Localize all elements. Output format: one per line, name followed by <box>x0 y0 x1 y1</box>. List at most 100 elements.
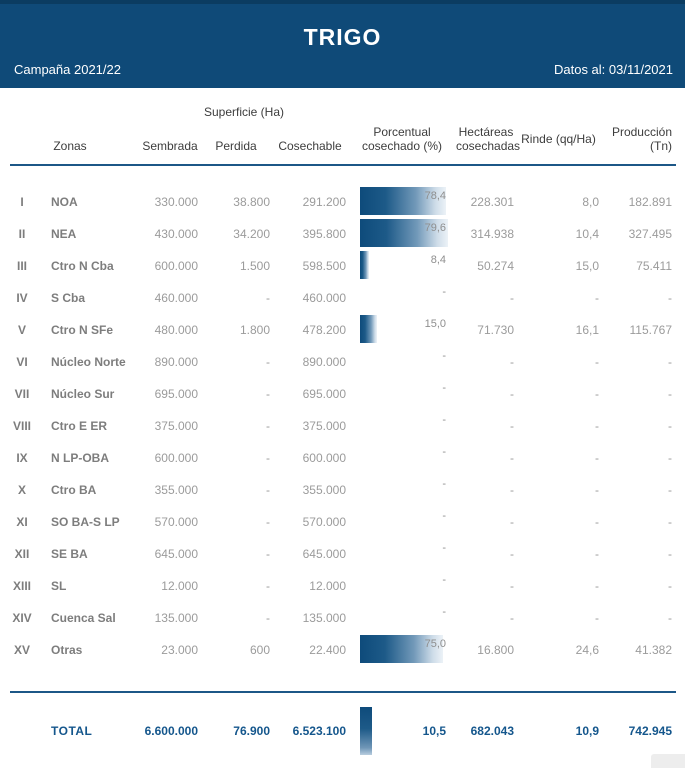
zone-name: Ctro BA <box>51 483 97 497</box>
cell-cosechable: 395.800 <box>302 227 346 241</box>
cell-perdida: - <box>266 355 270 369</box>
table-row: VI Núcleo Norte 890.000 - 890.000 - - - - <box>0 346 685 378</box>
cell-produccion: - <box>668 515 672 529</box>
cell-perdida: - <box>266 291 270 305</box>
cell-hectareas: - <box>510 547 514 561</box>
zone-name: SE BA <box>51 547 88 561</box>
zone-name: N LP-OBA <box>51 451 109 465</box>
cell-hectareas: 16.800 <box>477 643 514 657</box>
cell-sembrada: 330.000 <box>154 195 198 209</box>
zone-numeral: X <box>17 483 26 497</box>
cell-produccion: - <box>668 419 672 433</box>
total-divider-line <box>10 691 676 693</box>
cell-produccion: 75.411 <box>636 259 672 273</box>
data-date-label: Datos al: 03/11/2021 <box>553 62 673 77</box>
zone-numeral: XI <box>16 515 28 529</box>
cell-perdida: 34.200 <box>233 227 270 241</box>
cell-perdida: 38.800 <box>233 195 270 209</box>
cell-perdida: - <box>266 515 270 529</box>
cell-perdida: 1.800 <box>239 323 270 337</box>
cell-rinde: 10,4 <box>575 227 599 241</box>
cell-cosechable: 22.400 <box>309 643 346 657</box>
cell-cosechable: 598.500 <box>302 259 346 273</box>
total-hectareas: 682.043 <box>470 724 514 738</box>
cell-produccion: 327.495 <box>628 227 672 241</box>
zone-numeral: II <box>18 227 26 241</box>
column-header-zonas: Zonas <box>53 139 87 153</box>
cell-hectareas: - <box>510 515 514 529</box>
cell-sembrada: 355.000 <box>154 483 198 497</box>
cell-porcentual: - <box>348 506 456 538</box>
cell-perdida: - <box>266 611 270 625</box>
cell-perdida: - <box>266 579 270 593</box>
cell-porcentual: - <box>348 378 456 410</box>
cell-rinde: - <box>595 515 599 529</box>
table-row: V Ctro N SFe 480.000 1.800 478.200 15,0 71.730… <box>0 314 685 346</box>
cell-cosechable: 460.000 <box>302 291 346 305</box>
zone-numeral: XIV <box>12 611 32 625</box>
zone-numeral: III <box>16 259 27 273</box>
total-harvest-bar <box>360 707 372 755</box>
column-header-hectareas: Hectáreas cosechadas <box>456 125 521 153</box>
harvest-bar <box>360 635 443 663</box>
cell-hectareas: - <box>510 611 514 625</box>
cell-produccion: - <box>668 291 672 305</box>
cell-cosechable: 570.000 <box>302 515 346 529</box>
zone-numeral: XII <box>14 547 30 561</box>
campaign-label: Campaña 2021/22 <box>14 62 121 77</box>
cell-sembrada: 480.000 <box>154 323 198 337</box>
zone-numeral: I <box>20 195 24 209</box>
cell-rinde: - <box>595 291 599 305</box>
cell-produccion: - <box>668 547 672 561</box>
cell-hectareas: - <box>510 419 514 433</box>
cell-porcentual: - <box>348 570 456 602</box>
column-header-cosechable: Cosechable <box>278 139 342 153</box>
zone-name: S Cba <box>51 291 86 305</box>
zone-numeral: XV <box>13 643 30 657</box>
total-row: TOTAL 6.600.000 76.900 6.523.100 10,5 68… <box>0 705 685 757</box>
cell-rinde: 24,6 <box>575 643 599 657</box>
zone-name: Ctro N Cba <box>51 259 114 273</box>
zone-name: NEA <box>51 227 77 241</box>
pct-label: - <box>442 510 446 522</box>
cell-cosechable: 890.000 <box>302 355 346 369</box>
cell-sembrada: 695.000 <box>154 387 198 401</box>
cell-hectareas: - <box>510 355 514 369</box>
pct-label: - <box>442 542 446 554</box>
cell-hectareas: - <box>510 387 514 401</box>
pct-label: - <box>442 286 446 298</box>
cell-rinde: 16,1 <box>575 323 599 337</box>
cell-rinde: - <box>595 547 599 561</box>
zone-numeral: XIII <box>12 579 31 593</box>
cell-porcentual: 78,4 <box>348 186 456 218</box>
cell-produccion: - <box>668 483 672 497</box>
cell-porcentual: - <box>348 474 456 506</box>
total-rinde: 10,9 <box>575 724 599 738</box>
cell-rinde: - <box>595 419 599 433</box>
pct-label: - <box>442 382 446 394</box>
table-row: XIII SL 12.000 - 12.000 - - - - <box>0 570 685 602</box>
table-row: IV S Cba 460.000 - 460.000 - - - - <box>0 282 685 314</box>
cell-sembrada: 430.000 <box>154 227 198 241</box>
total-produccion: 742.945 <box>628 724 672 738</box>
cell-hectareas: 50.274 <box>477 259 514 273</box>
table-row: X Ctro BA 355.000 - 355.000 - - - - <box>0 474 685 506</box>
table-row: I NOA 330.000 38.800 291.200 78,4 228.301 8,0 18… <box>0 186 685 218</box>
header-divider-line <box>10 164 676 166</box>
cell-cosechable: 645.000 <box>302 547 346 561</box>
cell-cosechable: 291.200 <box>302 195 346 209</box>
cell-rinde: - <box>595 579 599 593</box>
pct-label: - <box>442 606 446 618</box>
cell-hectareas: - <box>510 451 514 465</box>
pct-label: 8,4 <box>430 254 446 266</box>
total-cosechable: 6.523.100 <box>292 724 346 738</box>
cell-cosechable: 600.000 <box>302 451 346 465</box>
table-row: XI SO BA-S LP 570.000 - 570.000 - - - - <box>0 506 685 538</box>
cell-perdida: 1.500 <box>239 259 270 273</box>
zone-numeral: VIII <box>12 419 31 433</box>
pct-label: 78,4 <box>424 190 446 202</box>
cell-perdida: - <box>266 483 270 497</box>
zone-name: Otras <box>51 643 83 657</box>
zone-numeral: VII <box>14 387 30 401</box>
